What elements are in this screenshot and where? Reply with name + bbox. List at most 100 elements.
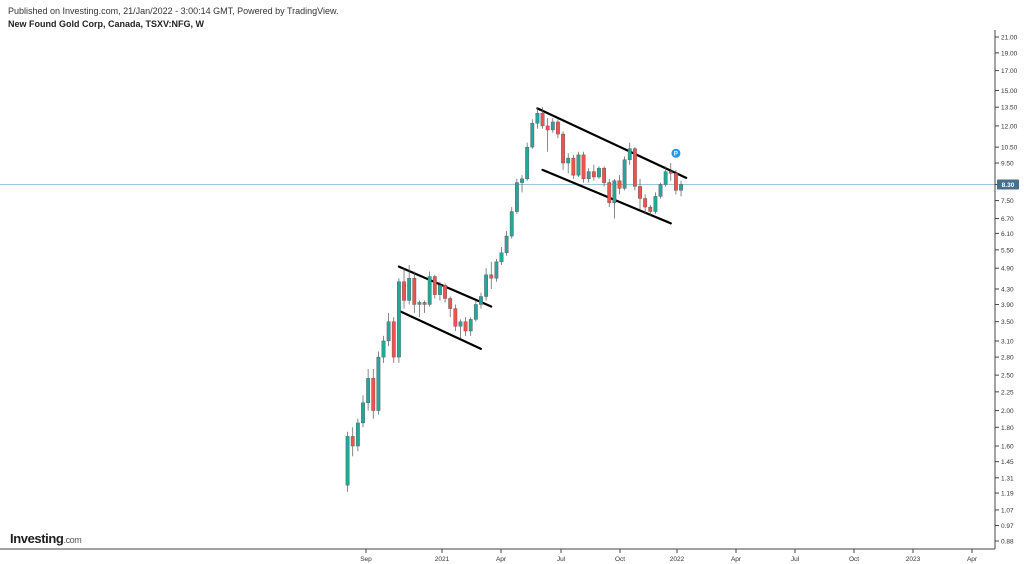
last-price-label: 8.30	[1002, 182, 1015, 189]
candle	[463, 317, 468, 336]
candle	[422, 300, 427, 313]
price-axis[interactable]: 21.00 19.00 17.00 15.00 13.50 12.00 10.50 9.50 7…	[994, 30, 1019, 549]
candle	[591, 164, 596, 181]
y-tick-label: 3.10	[1001, 338, 1014, 345]
candle-body	[658, 184, 663, 197]
candle-body	[525, 146, 530, 180]
y-tick-label: 21.00	[1001, 35, 1018, 42]
candle	[535, 107, 540, 129]
candle	[617, 175, 622, 195]
candle-body	[627, 148, 632, 160]
y-tick-label: 0.97	[1001, 523, 1014, 530]
candle-body	[422, 302, 427, 305]
candle-body	[407, 278, 412, 301]
candle-body	[638, 186, 642, 199]
y-tick-label: 4.30	[1001, 286, 1014, 293]
candle-body	[586, 171, 591, 180]
x-tick-label: Jul	[557, 556, 566, 563]
trendline	[536, 107, 688, 180]
candle-body	[484, 274, 489, 297]
candle	[658, 182, 663, 199]
logo-brand: Investing	[10, 531, 64, 546]
candle	[576, 151, 581, 177]
y-tick-label: 7.50	[1001, 198, 1014, 205]
marker-group: P	[671, 148, 681, 158]
candle	[345, 431, 350, 492]
candle-body	[361, 402, 365, 424]
x-tick-label: Apr	[967, 556, 978, 563]
candle	[648, 204, 653, 217]
y-tick-label: 4.90	[1001, 266, 1014, 273]
candle	[427, 271, 432, 307]
candle	[499, 246, 504, 265]
candle-body	[602, 167, 607, 183]
candle	[571, 154, 576, 179]
candle-body	[591, 171, 596, 178]
logo-domain: .com	[63, 535, 82, 545]
candle-body	[632, 148, 637, 187]
candle-body	[345, 436, 350, 486]
candle	[371, 368, 376, 419]
candle-body	[612, 180, 617, 203]
candle-body	[622, 159, 627, 189]
candle	[479, 292, 483, 309]
candle	[494, 258, 499, 282]
candle-body	[350, 436, 355, 447]
candle	[509, 207, 514, 239]
x-tick-label: 2022	[670, 556, 685, 563]
trendline	[541, 168, 672, 225]
candle	[397, 278, 401, 363]
candle-body	[663, 171, 668, 185]
candle-body	[468, 319, 473, 332]
candle	[627, 142, 632, 165]
y-tick-label: 17.00	[1001, 68, 1018, 75]
candle-body	[566, 157, 571, 164]
candle	[453, 304, 458, 332]
candle	[612, 178, 617, 219]
candle	[597, 166, 601, 179]
candle	[607, 178, 612, 208]
candle-body	[453, 308, 458, 327]
y-tick-label: 1.80	[1001, 425, 1014, 432]
y-tick-label: 2.00	[1001, 408, 1014, 415]
candle-body	[427, 276, 432, 305]
candle-body	[520, 178, 524, 183]
chart-title: New Found Gold Corp, Canada, TSXV:NFG, W	[8, 19, 205, 29]
candle-body	[607, 182, 612, 203]
p-flag-icon	[671, 148, 681, 158]
candle	[458, 319, 463, 339]
candle	[514, 178, 519, 214]
y-tick-label: 12.00	[1001, 123, 1018, 130]
candle-body	[397, 281, 401, 358]
candle-body	[366, 378, 371, 404]
candle	[355, 418, 360, 452]
candle-body	[473, 304, 478, 320]
time-axis[interactable]: Sep 2021 Apr Jul Oct 2022 Apr Jul Oct 2023 Apr	[0, 548, 995, 563]
candle-body	[556, 121, 560, 135]
candle-body	[581, 154, 586, 180]
candle	[484, 268, 489, 301]
y-tick-label: 15.00	[1001, 88, 1018, 95]
candle-body	[391, 321, 396, 358]
candle	[417, 300, 422, 318]
trendline	[397, 309, 483, 350]
candle	[545, 118, 550, 152]
x-tick-label: Jul	[791, 556, 800, 563]
investing-logo: Investing.com	[10, 531, 82, 546]
candle	[412, 271, 417, 313]
candle-body	[561, 133, 565, 164]
y-tick-label: 3.90	[1001, 302, 1014, 309]
candle	[438, 281, 442, 301]
candle	[668, 163, 673, 181]
candle	[679, 180, 683, 197]
trendline-group	[397, 107, 688, 350]
candle	[530, 119, 535, 149]
candle	[386, 312, 391, 347]
candle	[520, 175, 524, 193]
candle-body	[530, 123, 535, 148]
candle	[586, 168, 591, 183]
candle	[448, 296, 453, 318]
y-tick-label: 1.19	[1001, 491, 1014, 498]
candle	[376, 351, 381, 415]
